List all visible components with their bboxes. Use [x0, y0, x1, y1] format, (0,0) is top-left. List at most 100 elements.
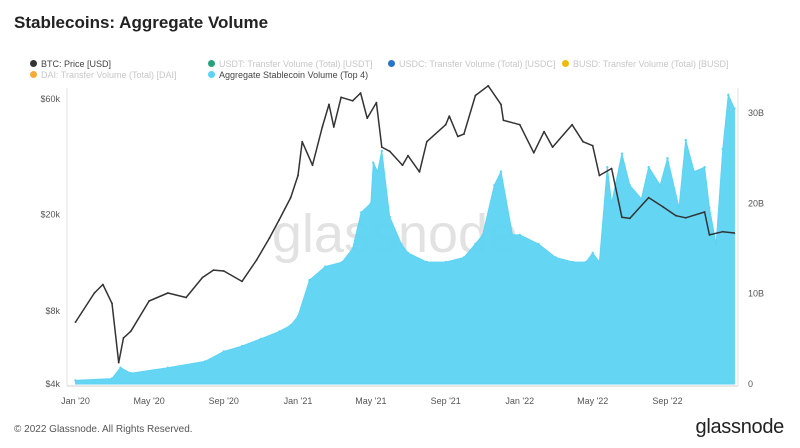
aggregate-volume-point	[666, 157, 669, 160]
legend-dot-icon	[208, 71, 215, 79]
legend-item-btc-price[interactable]: BTC: Price [USD]	[30, 58, 111, 71]
btc-price-point	[93, 292, 96, 294]
aggregate-volume-point	[406, 251, 410, 255]
aggregate-volume-point	[222, 350, 225, 353]
btc-price-point	[733, 232, 736, 234]
aggregate-volume-point	[308, 278, 311, 282]
legend-dot-icon	[30, 71, 37, 79]
aggregate-volume-point	[714, 242, 718, 246]
aggregate-volume-point	[640, 197, 643, 200]
x-tick-label: May '21	[355, 396, 386, 406]
btc-price-point	[268, 237, 271, 240]
aggregate-volume-point	[444, 260, 447, 264]
btc-price-point	[122, 337, 125, 339]
x-tick-label: Sep '22	[652, 396, 682, 406]
aggregate-volume-point	[400, 242, 403, 246]
legend-dot-icon	[208, 60, 215, 68]
btc-price-point	[401, 164, 404, 167]
aggregate-volume-point	[481, 233, 484, 237]
btc-price-point	[332, 126, 335, 128]
btc-price-point	[241, 280, 243, 283]
aggregate-volume-point	[360, 211, 363, 214]
btc-price-point	[321, 126, 324, 128]
legend-item-usdc-volume[interactable]: USDC: Transfer Volume (Total) [USDC]	[388, 58, 556, 71]
aggregate-volume-point	[493, 184, 496, 187]
legend-label: BTC: Price [USD]	[41, 59, 112, 69]
btc-price-point	[148, 300, 151, 302]
btc-price-point	[380, 146, 383, 149]
aggregate-volume-point	[693, 170, 696, 173]
btc-price-point	[111, 302, 113, 305]
aggregate-volume-point	[518, 233, 521, 237]
aggregate-volume-point	[388, 215, 391, 219]
aggregate-volume-point	[474, 242, 477, 246]
btc-price-point	[340, 96, 342, 99]
legend-item-dai-volume[interactable]: DAI: Transfer Volume (Total) [DAI]	[30, 69, 177, 82]
legend-label: USDT: Transfer Volume (Total) [USDT]	[219, 59, 373, 69]
aggregate-volume-point	[733, 107, 736, 110]
aggregate-volume-point	[598, 260, 601, 264]
btc-price-point	[628, 217, 631, 220]
aggregate-volume-point	[240, 344, 244, 348]
aggregate-volume-point	[591, 251, 594, 255]
btc-price-point	[502, 119, 505, 122]
aggregate-volume-point	[166, 366, 170, 369]
aggregate-volume-point	[277, 330, 281, 333]
aggregate-volume-point	[462, 256, 466, 259]
aggregate-volume-point	[554, 256, 557, 259]
aggregate-volume-point	[677, 206, 681, 209]
aggregate-volume-point	[721, 147, 724, 151]
legend-item-usdt-volume[interactable]: USDT: Transfer Volume (Total) [USDT]	[208, 58, 373, 71]
btc-price-point	[167, 292, 169, 294]
btc-price-point	[185, 296, 188, 299]
aggregate-volume-point	[259, 337, 263, 340]
aggregate-volume-point	[203, 360, 207, 363]
btc-price-point	[74, 321, 77, 323]
btc-price-point	[201, 276, 204, 279]
btc-price-point	[407, 154, 409, 157]
aggregate-volume-point	[372, 161, 375, 164]
y-right-tick-label: 10B	[748, 289, 764, 299]
legend-label: BUSD: Transfer Volume (Total) [BUSD]	[573, 59, 729, 69]
aggregate-volume-point	[380, 149, 383, 153]
btc-price-point	[532, 151, 535, 154]
btc-price-point	[456, 135, 459, 138]
btc-price-point	[311, 164, 314, 167]
aggregate-volume-point	[296, 315, 300, 318]
x-tick-label: May '22	[577, 396, 608, 406]
y-left-tick-label: $60k	[40, 94, 60, 104]
btc-price-point	[351, 99, 354, 102]
x-tick-label: Jan '22	[505, 396, 534, 406]
btc-price-point	[222, 270, 225, 272]
y-right-tick-label: 30B	[748, 108, 764, 118]
aggregate-volume-point	[628, 184, 631, 187]
aggregate-volume-point	[606, 166, 609, 169]
aggregate-volume-point	[511, 233, 514, 237]
btc-price-point	[425, 140, 428, 143]
btc-price-point	[610, 167, 613, 170]
chart-title: Stablecoins: Aggregate Volume	[14, 13, 269, 32]
aggregate-volume-point	[110, 377, 114, 380]
legend-dot-icon	[562, 60, 569, 68]
legend-item-aggregate-volume[interactable]: Aggregate Stablecoin Volume (Top 4)	[208, 69, 368, 82]
btc-price-point	[444, 123, 447, 126]
btc-price-point	[621, 216, 623, 219]
aggregate-volume-point	[376, 170, 379, 173]
legend-item-busd-volume[interactable]: BUSD: Transfer Volume (Total) [BUSD]	[562, 58, 729, 71]
aggregate-volume-point	[537, 242, 540, 246]
aggregate-volume-point	[499, 170, 503, 173]
btc-price-point	[647, 196, 650, 199]
btc-price-point	[117, 361, 120, 364]
btc-price-point	[518, 123, 521, 126]
aggregate-volume-point	[351, 247, 354, 250]
x-tick-label: May '20	[133, 396, 164, 406]
btc-price-point	[375, 101, 378, 104]
legend-label: DAI: Transfer Volume (Total) [DAI]	[41, 70, 177, 80]
btc-price-point	[571, 123, 573, 126]
y-left-tick-label: $4k	[45, 379, 60, 389]
btc-price-point	[255, 259, 258, 261]
aggregate-volume-point	[324, 265, 327, 268]
aggregate-volume-point	[74, 379, 77, 382]
btc-price-point	[418, 171, 421, 173]
y-right-tick-label: 0	[748, 379, 753, 389]
